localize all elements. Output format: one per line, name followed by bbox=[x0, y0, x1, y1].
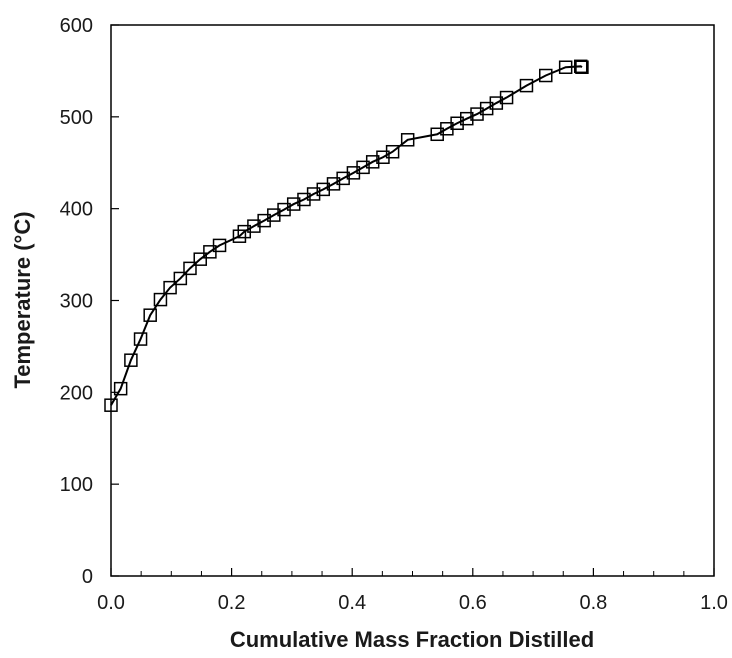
x-tick-label: 1.0 bbox=[700, 592, 728, 614]
data-point-marker bbox=[499, 90, 514, 105]
data-point-marker bbox=[104, 398, 118, 412]
data-point-marker bbox=[173, 271, 188, 286]
plot-area bbox=[110, 24, 715, 577]
x-tick-label: 0.4 bbox=[338, 592, 366, 614]
data-point-marker bbox=[519, 78, 534, 93]
data-point-marker bbox=[460, 111, 474, 126]
x-tick-label: 0.6 bbox=[459, 592, 487, 614]
x-tick-label: 0.2 bbox=[218, 592, 246, 614]
data-point-marker bbox=[558, 60, 573, 74]
data-point-marker bbox=[573, 59, 588, 74]
y-tick-label: 0 bbox=[82, 566, 93, 588]
series-line bbox=[110, 65, 583, 406]
data-point-marker bbox=[193, 252, 207, 266]
y-tick-label: 500 bbox=[60, 107, 93, 129]
data-markers bbox=[104, 59, 589, 412]
tick-labels: 0.0 0.2 0.4 0.6 0.8 1.0 0 100 200 300 400 500 600 bbox=[60, 15, 728, 614]
data-point-marker bbox=[232, 229, 247, 243]
data-point-marker bbox=[539, 68, 553, 83]
y-tick-label: 200 bbox=[60, 382, 93, 404]
data-point-marker bbox=[286, 197, 301, 211]
data-point-marker bbox=[163, 280, 177, 295]
y-tick-label: 300 bbox=[60, 291, 93, 313]
data-point-marker bbox=[385, 144, 400, 159]
y-axis-title: Temperature (°C) bbox=[10, 211, 35, 388]
data-point-marker bbox=[400, 133, 415, 147]
data-point-marker bbox=[306, 187, 321, 201]
x-tick-label: 0.8 bbox=[579, 592, 607, 614]
data-point-marker bbox=[575, 60, 589, 74]
y-tick-label: 100 bbox=[60, 474, 93, 496]
data-point-marker bbox=[113, 381, 128, 396]
data-point-marker bbox=[212, 238, 227, 253]
x-tick-label: 0.0 bbox=[97, 592, 125, 614]
y-tick-label: 600 bbox=[60, 15, 93, 37]
data-point-marker bbox=[143, 308, 157, 322]
data-point-marker bbox=[183, 261, 197, 276]
data-point-marker bbox=[124, 353, 138, 367]
data-point-marker bbox=[133, 332, 148, 346]
x-axis-title: Cumulative Mass Fraction Distilled bbox=[230, 627, 594, 652]
data-point-marker bbox=[450, 116, 464, 131]
y-tick-label: 400 bbox=[60, 199, 93, 221]
axis-ticks bbox=[110, 24, 715, 577]
data-point-marker bbox=[365, 155, 380, 169]
data-point-marker bbox=[153, 292, 168, 307]
